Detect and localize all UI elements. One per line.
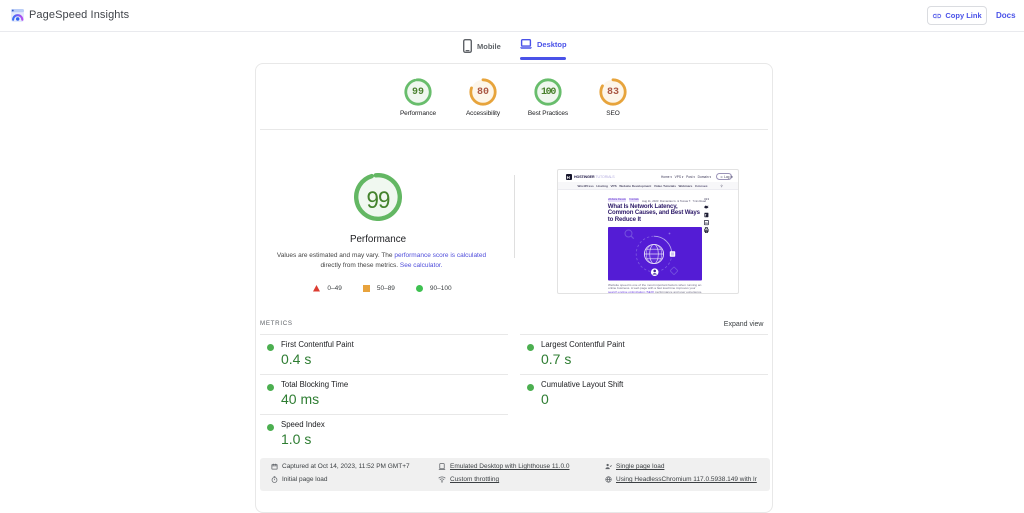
svg-text:100: 100 [541,87,556,98]
svg-text:f: f [705,213,707,217]
svg-text:99: 99 [412,87,424,98]
svg-text:80: 80 [477,87,489,98]
svg-text:in: in [705,221,708,225]
svg-text:83: 83 [607,87,619,98]
